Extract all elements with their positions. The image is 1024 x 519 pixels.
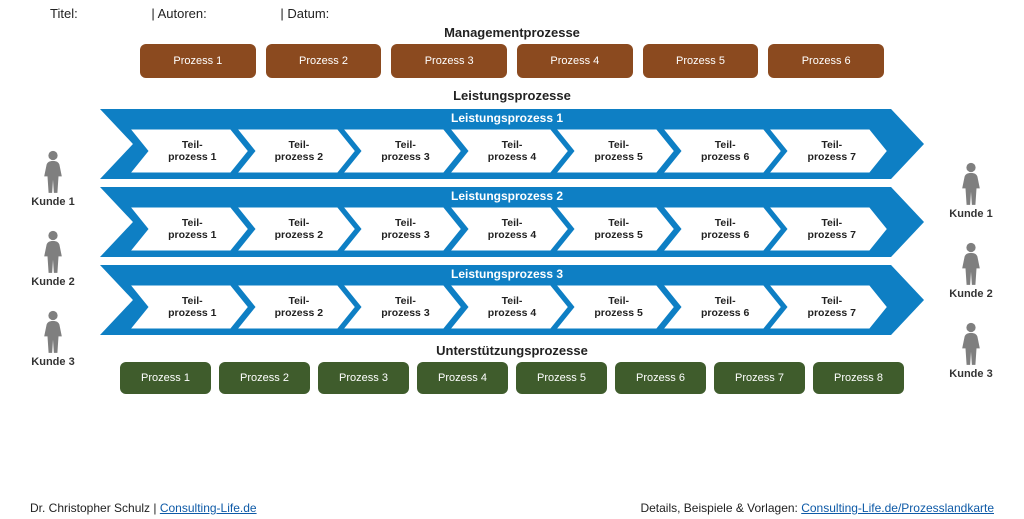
header-meta: Titel: | Autoren: | Datum: [0, 0, 1024, 21]
meta-title-label: Titel: [50, 6, 78, 21]
teilprozess-label: Teil-prozess 2 [237, 207, 356, 251]
teilprozess-chevron: Teil-prozess 7 [769, 285, 888, 329]
lp-title: Leistungsprozess 3 [130, 265, 884, 283]
teilprozess-chevron: Teil-prozess 2 [237, 285, 356, 329]
mgmt-process-row: Prozess 1 Prozess 2 Prozess 3 Prozess 4 Proz… [0, 44, 1024, 78]
teilprozess-label: Teil-prozess 3 [343, 285, 462, 329]
teilprozess-chevron: Teil-prozess 5 [556, 285, 675, 329]
customer-label: Kunde 3 [949, 368, 992, 380]
teilprozess-chevron: Teil-prozess 6 [663, 285, 782, 329]
process-box: Prozess 2 [219, 362, 310, 394]
teilprozess-chevron: Teil-prozess 5 [556, 207, 675, 251]
lp-steps: Teil-prozess 1Teil-prozess 2Teil-prozess… [130, 285, 888, 329]
process-box: Prozess 4 [417, 362, 508, 394]
teilprozess-label: Teil-prozess 4 [450, 207, 569, 251]
teilprozess-chevron: Teil-prozess 5 [556, 129, 675, 173]
teilprozess-chevron: Teil-prozess 4 [450, 129, 569, 173]
teilprozess-chevron: Teil-prozess 2 [237, 207, 356, 251]
teilprozess-label: Teil-prozess 1 [130, 129, 249, 173]
teilprozess-label: Teil-prozess 2 [237, 129, 356, 173]
customer-item: Kunde 2 [949, 242, 992, 300]
customer-item: Kunde 1 [949, 162, 992, 220]
teilprozess-chevron: Teil-prozess 1 [130, 207, 249, 251]
customer-item: Kunde 3 [949, 322, 992, 380]
teilprozess-label: Teil-prozess 7 [769, 285, 888, 329]
lp-steps: Teil-prozess 1Teil-prozess 2Teil-prozess… [130, 129, 888, 173]
lp-title: Leistungsprozess 1 [130, 109, 884, 127]
teilprozess-chevron: Teil-prozess 6 [663, 207, 782, 251]
teilprozess-label: Teil-prozess 5 [556, 129, 675, 173]
process-box: Prozess 8 [813, 362, 904, 394]
process-box: Prozess 3 [318, 362, 409, 394]
footer-author: Dr. Christopher Schulz [30, 501, 150, 515]
teilprozess-label: Teil-prozess 5 [556, 285, 675, 329]
teilprozess-label: Teil-prozess 5 [556, 207, 675, 251]
teilprozess-label: Teil-prozess 4 [450, 129, 569, 173]
customers-left: Kunde 1 Kunde 2 Kunde 3 [18, 150, 88, 368]
process-box: Prozess 3 [391, 44, 507, 78]
customer-label: Kunde 2 [949, 288, 992, 300]
teilprozess-chevron: Teil-prozess 6 [663, 129, 782, 173]
lp-title: Leistungsprozess 2 [130, 187, 884, 205]
teilprozess-label: Teil-prozess 6 [663, 129, 782, 173]
section-title-mgmt: Managementprozesse [0, 25, 1024, 40]
lp-steps: Teil-prozess 1Teil-prozess 2Teil-prozess… [130, 207, 888, 251]
footer-left: Dr. Christopher Schulz | Consulting-Life… [30, 501, 257, 515]
teilprozess-chevron: Teil-prozess 2 [237, 129, 356, 173]
leistungsprozess: Leistungsprozess 3Teil-prozess 1Teil-pro… [100, 265, 924, 335]
meta-date-label: | Datum: [280, 6, 329, 21]
teilprozess-label: Teil-prozess 3 [343, 207, 462, 251]
teilprozess-label: Teil-prozess 6 [663, 207, 782, 251]
teilprozess-label: Teil-prozess 1 [130, 207, 249, 251]
footer: Dr. Christopher Schulz | Consulting-Life… [30, 501, 994, 515]
teilprozess-chevron: Teil-prozess 4 [450, 207, 569, 251]
supp-process-row: Prozess 1Prozess 2Prozess 3Prozess 4Proz… [0, 362, 1024, 394]
teilprozess-label: Teil-prozess 7 [769, 129, 888, 173]
teilprozess-label: Teil-prozess 6 [663, 285, 782, 329]
footer-sep: | [150, 501, 160, 515]
customer-label: Kunde 2 [31, 276, 74, 288]
teilprozess-chevron: Teil-prozess 3 [343, 285, 462, 329]
section-title-supp: Unterstützungsprozesse [0, 343, 1024, 358]
footer-site-link[interactable]: Consulting-Life.de [160, 501, 257, 515]
teilprozess-chevron: Teil-prozess 7 [769, 207, 888, 251]
teilprozess-label: Teil-prozess 2 [237, 285, 356, 329]
customer-label: Kunde 1 [31, 196, 74, 208]
teilprozess-chevron: Teil-prozess 4 [450, 285, 569, 329]
process-box: Prozess 6 [615, 362, 706, 394]
customer-label: Kunde 3 [31, 356, 74, 368]
leistungsprozess: Leistungsprozess 1Teil-prozess 1Teil-pro… [100, 109, 924, 179]
process-box: Prozess 1 [120, 362, 211, 394]
teilprozess-label: Teil-prozess 1 [130, 285, 249, 329]
customer-item: Kunde 2 [31, 230, 74, 288]
teilprozess-chevron: Teil-prozess 3 [343, 207, 462, 251]
teilprozess-label: Teil-prozess 3 [343, 129, 462, 173]
footer-details-label: Details, Beispiele & Vorlagen: [640, 501, 801, 515]
section-title-perf: Leistungsprozesse [0, 88, 1024, 103]
process-box: Prozess 1 [140, 44, 256, 78]
footer-right: Details, Beispiele & Vorlagen: Consultin… [640, 501, 994, 515]
teilprozess-chevron: Teil-prozess 1 [130, 129, 249, 173]
teilprozess-chevron: Teil-prozess 1 [130, 285, 249, 329]
process-box: Prozess 4 [517, 44, 633, 78]
process-box: Prozess 5 [643, 44, 759, 78]
teilprozess-label: Teil-prozess 7 [769, 207, 888, 251]
process-box: Prozess 7 [714, 362, 805, 394]
teilprozess-chevron: Teil-prozess 3 [343, 129, 462, 173]
leistungsprozess: Leistungsprozess 2Teil-prozess 1Teil-pro… [100, 187, 924, 257]
customer-label: Kunde 1 [949, 208, 992, 220]
leistung-container: Leistungsprozess 1Teil-prozess 1Teil-pro… [100, 109, 924, 335]
customer-item: Kunde 1 [31, 150, 74, 208]
customers-right: Kunde 1 Kunde 2 Kunde 3 [936, 162, 1006, 380]
process-box: Prozess 2 [266, 44, 382, 78]
meta-authors-label: | Autoren: [151, 6, 206, 21]
teilprozess-label: Teil-prozess 4 [450, 285, 569, 329]
teilprozess-chevron: Teil-prozess 7 [769, 129, 888, 173]
process-box: Prozess 5 [516, 362, 607, 394]
footer-details-link[interactable]: Consulting-Life.de/Prozesslandkarte [801, 501, 994, 515]
process-box: Prozess 6 [768, 44, 884, 78]
customer-item: Kunde 3 [31, 310, 74, 368]
